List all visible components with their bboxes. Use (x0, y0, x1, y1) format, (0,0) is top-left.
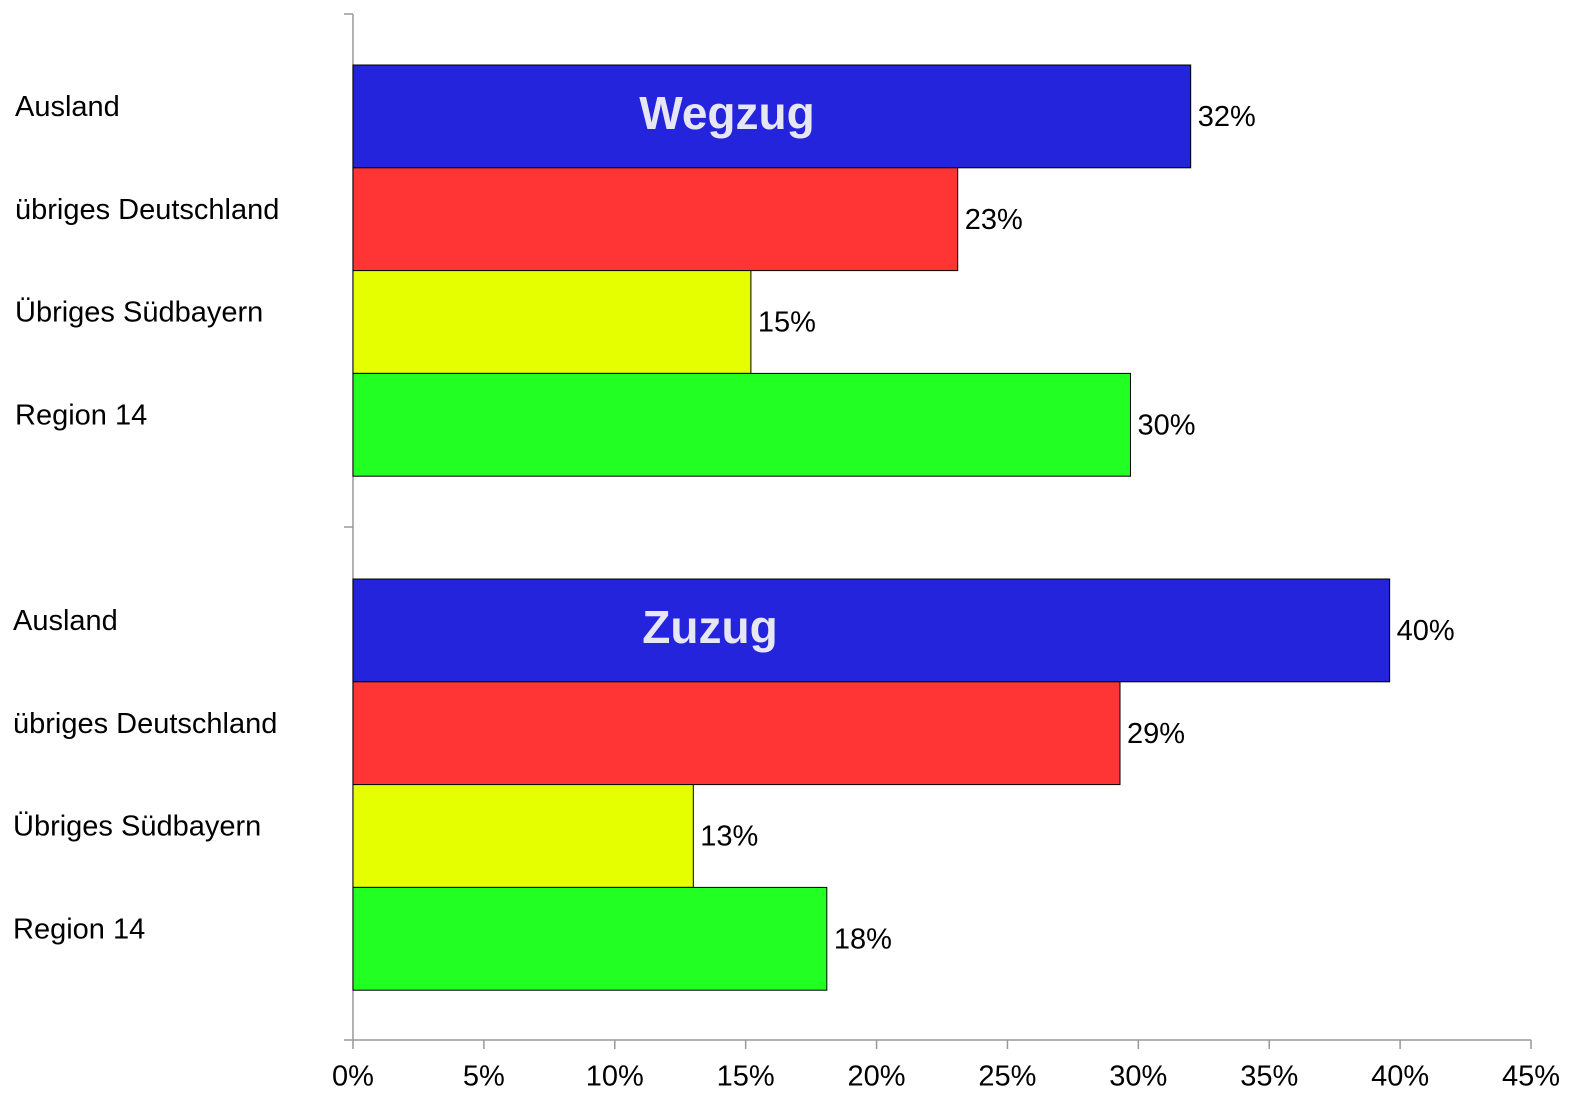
category-label: Region 14 (15, 399, 147, 431)
bar (352, 270, 752, 374)
group-title: Zuzug (642, 601, 777, 653)
value-label: 40% (1397, 615, 1455, 647)
x-tick-label: 10% (586, 1061, 644, 1093)
bar (352, 167, 959, 272)
x-tick-label: 45% (1502, 1061, 1560, 1093)
x-tick-label: 40% (1371, 1061, 1429, 1093)
value-label: 13% (700, 821, 758, 853)
bar (352, 681, 1121, 786)
group-title: Wegzug (639, 87, 814, 139)
x-tick-label: 20% (848, 1061, 906, 1093)
value-label: 18% (834, 923, 892, 955)
bar (352, 372, 1131, 477)
category-label: übriges Deutschland (13, 708, 277, 740)
value-label: 30% (1137, 409, 1195, 441)
value-label: 23% (965, 204, 1023, 236)
value-label: 29% (1127, 718, 1185, 750)
value-label: 32% (1198, 101, 1256, 133)
x-tick-label: 15% (717, 1061, 775, 1093)
x-tick-label: 30% (1109, 1061, 1167, 1093)
x-tick-label: 35% (1240, 1061, 1298, 1093)
x-tick-label: 5% (463, 1061, 505, 1093)
category-label: übriges Deutschland (15, 194, 279, 226)
bar (352, 886, 828, 991)
category-label: Übriges Südbayern (13, 811, 261, 843)
category-label: Ausland (15, 91, 120, 123)
category-label: Übriges Südbayern (15, 297, 263, 329)
category-label: Region 14 (13, 913, 145, 945)
x-tick-label: 25% (978, 1061, 1036, 1093)
x-tick-label: 0% (332, 1061, 374, 1093)
bar (352, 578, 1391, 683)
value-label: 15% (758, 307, 816, 339)
bar (352, 784, 694, 888)
bar (352, 64, 1192, 169)
category-label: Ausland (13, 605, 118, 637)
